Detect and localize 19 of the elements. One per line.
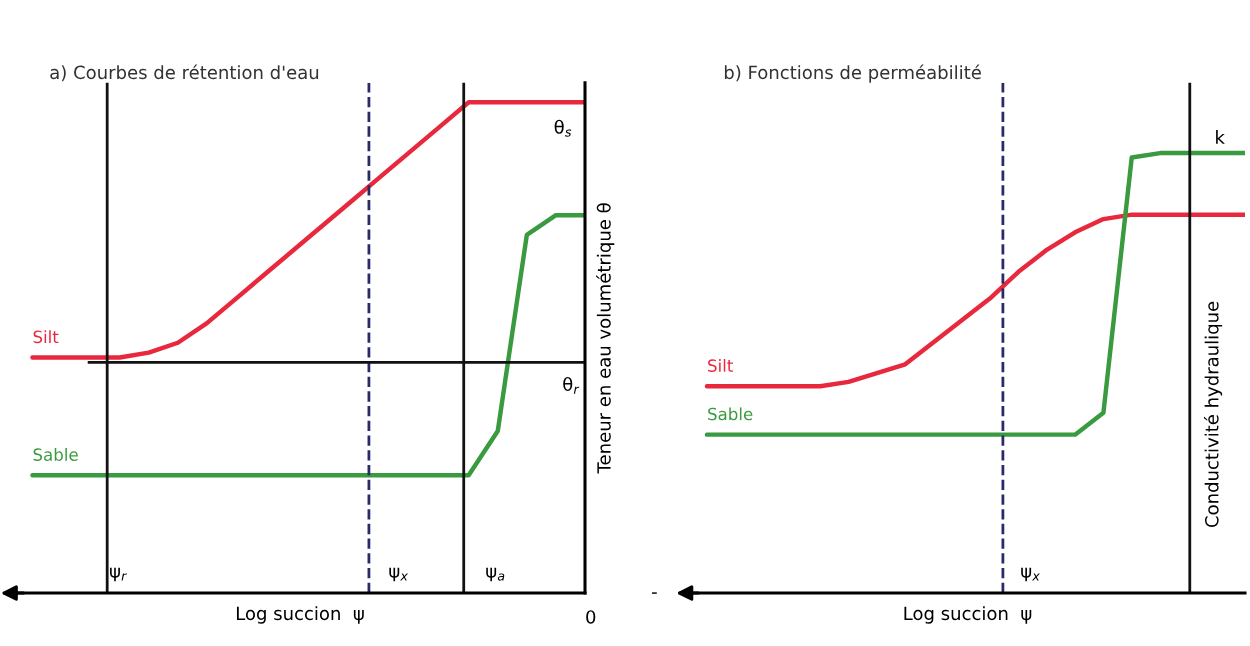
text: -: [652, 592, 657, 594]
chart-title: a) Courbes de rétention d'eau: [50, 64, 319, 82]
series-label: Sable: [708, 407, 753, 421]
annotation: θ$_{s}$: [554, 119, 572, 137]
series-label: Silt: [708, 359, 733, 372]
annotation: ψ$_{r}$: [110, 567, 127, 582]
series-label: Silt: [33, 330, 59, 344]
ref-line-label: θ$_{r}$: [563, 376, 580, 394]
text: k: [1216, 130, 1225, 144]
x-axis-title: Log succion ψ: [236, 606, 364, 624]
x-axis-title: Log succion ψ: [904, 606, 1032, 624]
text: 0: [586, 610, 596, 624]
y-axis-title: Conductivité hydraulique: [1203, 301, 1223, 528]
annotation: ψ$_{x}$: [389, 567, 409, 582]
annotation: ψ$_{a}$: [486, 567, 505, 582]
chart-title: b) Fonctions de perméabilité: [724, 64, 981, 83]
series-label: Sable: [33, 448, 78, 461]
y-axis-title: Teneur en eau volumétrique θ: [596, 203, 615, 474]
annotation: ψ$_{x}$: [1021, 567, 1040, 582]
